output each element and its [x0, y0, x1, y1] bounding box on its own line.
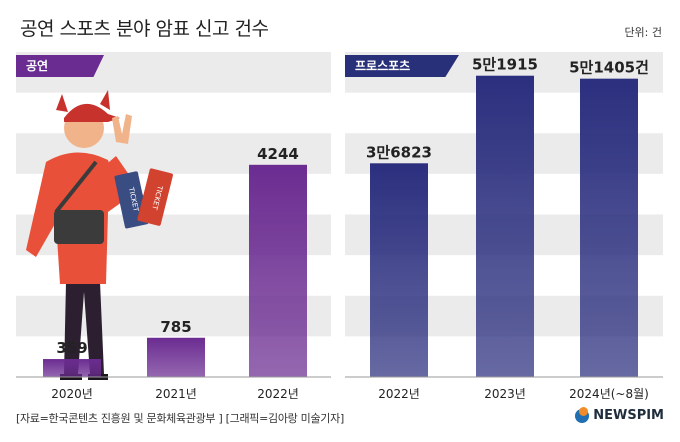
sports-category-label-0: 2022년 [378, 387, 420, 401]
sports-bar-2 [580, 78, 638, 377]
performance-panel: TICKET TICKET 359 2020년 785 2021년 4244 2022년 [16, 52, 331, 404]
sports-bar-0 [370, 163, 428, 377]
logo-icon [575, 406, 590, 423]
newspim-logo: NEWSPIM [575, 406, 664, 423]
sports-bars: 3만6823 2022년 5만1915 2023년 5만1405건 2024년(~8월) [366, 56, 649, 401]
sports-value-label-0: 3만6823 [366, 143, 432, 161]
performance-bar-1 [147, 337, 205, 377]
sports-bar-1 [476, 75, 534, 378]
performance-bar-0 [43, 359, 101, 377]
sports-category-label-1: 2023년 [484, 387, 526, 401]
sports-category-label-2: 2024년(~8월) [569, 387, 649, 401]
source-note: [자료=한국콘텐츠 진흥원 및 문화체육관광부 ] [그래픽=김아랑 미술기자] [16, 412, 344, 425]
performance-category-label-1: 2021년 [155, 387, 197, 401]
performance-category-label-0: 2020년 [51, 387, 93, 401]
performance-category-label-2: 2022년 [257, 387, 299, 401]
performance-tag: 공연 [16, 55, 104, 77]
sports-panel: 3만6823 2022년 5만1915 2023년 5만1405건 2024년(~8월) [345, 52, 663, 404]
performance-bars: 359 2020년 785 2021년 4244 2022년 [43, 145, 307, 401]
chart-title: 공연 스포츠 분야 암표 신고 건수 [20, 18, 269, 40]
performance-illustration: TICKET TICKET [26, 90, 173, 380]
sports-value-label-1: 5만1915 [472, 56, 538, 74]
performance-bar-2 [249, 164, 307, 377]
performance-chart: TICKET TICKET 359 2020년 785 2021년 4244 2022년 [16, 52, 331, 401]
performance-value-label-0: 359 [56, 339, 87, 357]
sports-chart: 3만6823 2022년 5만1915 2023년 5만1405건 2024년(~8월) [345, 52, 663, 401]
performance-value-label-1: 785 [160, 318, 191, 336]
unit-label: 단위: 건 [624, 26, 662, 39]
sports-tag: 프로스포츠 [345, 55, 459, 77]
performance-value-label-2: 4244 [257, 145, 299, 163]
sports-value-label-2: 5만1405건 [569, 59, 649, 77]
logo-text: NEWSPIM [593, 408, 664, 423]
